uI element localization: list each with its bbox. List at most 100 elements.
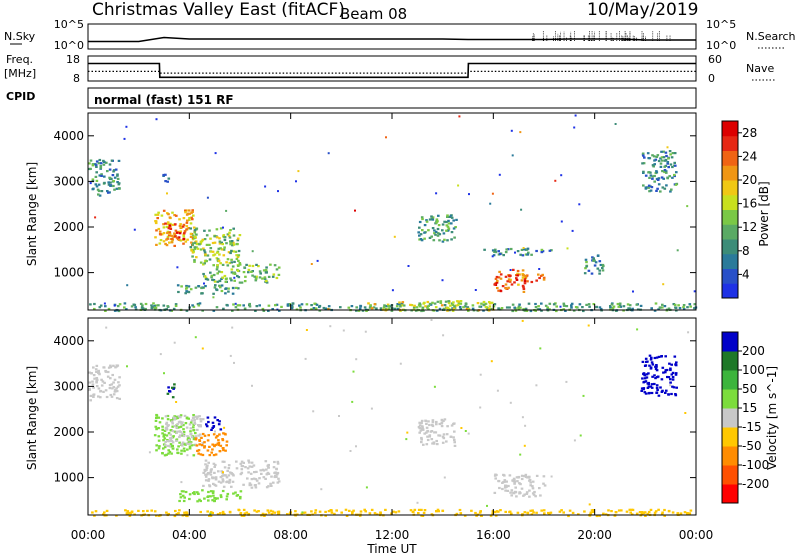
data-cell [176, 266, 178, 268]
data-cell [523, 291, 526, 293]
data-cell [519, 131, 521, 133]
data-cell [591, 273, 594, 275]
data-cell [155, 244, 158, 246]
data-cell [450, 222, 453, 224]
data-cell [224, 433, 227, 435]
data-cell [186, 449, 189, 451]
data-cell [258, 304, 261, 306]
data-cell [208, 244, 211, 246]
data-cell [232, 493, 235, 495]
data-cell [189, 493, 192, 495]
data-cell [255, 264, 258, 266]
data-cell [161, 215, 164, 217]
data-cell [107, 371, 110, 373]
data-cell [351, 512, 354, 514]
data-cell [437, 510, 440, 512]
data-cell [537, 305, 540, 307]
colorbar-segment [722, 484, 738, 504]
data-cell [241, 472, 244, 474]
data-cell [677, 249, 679, 251]
data-cell [647, 157, 650, 159]
data-cell [366, 486, 368, 488]
data-cell [233, 261, 236, 263]
data-cell [155, 414, 158, 416]
data-cell [114, 379, 117, 381]
data-cell [242, 304, 245, 306]
data-cell [662, 283, 664, 285]
data-cell [457, 304, 460, 306]
data-cell [200, 262, 203, 264]
data-cell [660, 163, 663, 165]
data-cell [259, 276, 262, 278]
data-cell [226, 304, 229, 306]
data-cell [453, 439, 456, 441]
data-cell [493, 283, 496, 285]
data-cell [226, 495, 229, 497]
data-cell [214, 464, 217, 466]
data-cell [687, 331, 689, 333]
data-cell [272, 511, 275, 513]
data-cell [166, 434, 169, 436]
data-cell [442, 420, 445, 422]
data-cell [230, 486, 233, 488]
data-cell [232, 287, 235, 289]
data-cell [436, 443, 439, 445]
data-cell [205, 479, 208, 481]
data-cell [450, 238, 453, 240]
data-cell [647, 171, 650, 173]
power-yticks: 1000200030004000 [53, 129, 696, 280]
data-cell [172, 396, 175, 398]
data-cell [270, 485, 273, 487]
data-cell [690, 510, 693, 512]
data-cell [211, 448, 214, 450]
data-cell [198, 415, 201, 417]
velocity-colorbar: 2001005015-15-50-100-200 [722, 332, 769, 504]
data-cell [244, 512, 247, 514]
data-cell [530, 254, 533, 256]
data-cell [310, 304, 313, 306]
data-cell [644, 391, 647, 393]
colorbar-tick-label: 4 [742, 267, 750, 281]
data-cell [517, 512, 520, 514]
data-cell [236, 275, 239, 277]
data-cell [648, 185, 651, 187]
data-cell [176, 448, 179, 450]
data-cell [512, 479, 515, 481]
data-cell [324, 511, 327, 513]
data-cell [190, 222, 193, 224]
data-cell [642, 171, 645, 173]
data-cell [180, 285, 183, 287]
data-cell [198, 425, 201, 427]
data-cell [111, 374, 114, 376]
data-cell [175, 401, 177, 403]
data-cell [230, 250, 233, 252]
data-cell [543, 279, 546, 281]
data-cell [99, 306, 102, 308]
data-cell [96, 385, 99, 387]
freq-left-tick-top: 18 [66, 53, 80, 66]
data-cell [142, 307, 145, 309]
data-cell [353, 371, 355, 373]
data-cell [155, 229, 158, 231]
data-cell [167, 393, 170, 395]
data-cell [517, 284, 520, 286]
y-tick-label: 2000 [53, 220, 84, 234]
data-cell [232, 228, 235, 230]
data-cell [191, 218, 194, 220]
data-cell [524, 280, 527, 282]
data-cell [117, 178, 120, 180]
data-cell [440, 422, 443, 424]
data-cell [664, 305, 667, 307]
data-cell [183, 512, 186, 514]
data-cell [495, 278, 498, 280]
data-cell [414, 509, 417, 511]
data-cell [154, 220, 157, 222]
data-cell [538, 487, 541, 489]
data-cell [220, 496, 223, 498]
data-cell [183, 435, 186, 437]
data-cell [369, 512, 372, 514]
data-cell [202, 348, 204, 350]
data-cell [674, 306, 677, 308]
data-cell [159, 231, 162, 233]
data-cell [650, 190, 653, 192]
